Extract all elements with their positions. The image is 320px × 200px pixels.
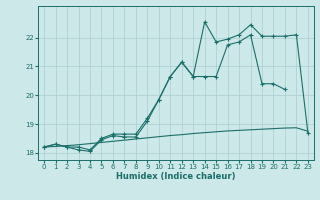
X-axis label: Humidex (Indice chaleur): Humidex (Indice chaleur) bbox=[116, 172, 236, 181]
